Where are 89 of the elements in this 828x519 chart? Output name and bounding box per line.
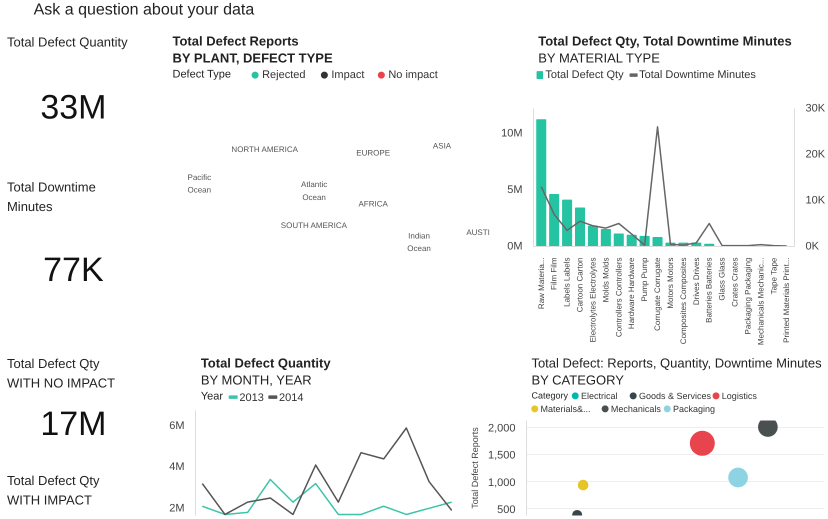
chart-subtitle: BY MONTH, YEAR bbox=[200, 372, 312, 388]
y-tick-label: 500 bbox=[497, 504, 516, 516]
y-tick-label: 2,000 bbox=[488, 422, 516, 435]
x-tick-label: Cartoon Carton bbox=[576, 257, 585, 312]
text: AFRICA bbox=[358, 200, 388, 209]
bar bbox=[574, 208, 586, 246]
legend-label: Goods & Services bbox=[638, 390, 712, 401]
legend-label: Packaging bbox=[672, 404, 716, 414]
text: Total Defect Qty WITH NO IMPACT bbox=[6, 356, 116, 390]
text: Pacific Ocean bbox=[188, 173, 212, 195]
legend-title: Year bbox=[200, 390, 224, 402]
text: BY PLANT, DEFECT TYPE bbox=[172, 50, 333, 66]
x-tick-label: Molds Molds bbox=[601, 257, 610, 302]
bar bbox=[562, 200, 572, 246]
legend-label: Impact bbox=[331, 69, 364, 82]
bar bbox=[588, 226, 598, 246]
x-tick-label: Pump Pump bbox=[640, 256, 650, 302]
chart-subtitle: BY CATEGORY bbox=[531, 372, 624, 388]
text: EUROPE bbox=[356, 148, 390, 158]
y-tick-label: 6M bbox=[169, 420, 184, 432]
legend-label: Rejected bbox=[262, 69, 306, 82]
legend-label: Electrical bbox=[580, 390, 618, 401]
text: Atlantic Ocean bbox=[300, 180, 328, 202]
bar bbox=[536, 119, 546, 246]
y-tick-label: 2M bbox=[169, 502, 184, 514]
legend-label: 2013 bbox=[239, 392, 264, 404]
bar bbox=[549, 194, 560, 246]
x-tick-label: Composites Composites bbox=[678, 257, 688, 344]
y-axis-title: Total Defect Reports bbox=[470, 426, 480, 509]
chart-title: Total Defect Quantity bbox=[200, 356, 332, 370]
y-tick-label: 1,000 bbox=[488, 476, 516, 489]
x-tick-label: Mechanicals Mechanic... bbox=[756, 258, 766, 346]
x-tick-label: Labels Labels bbox=[562, 257, 572, 307]
text: Total Downtime Minutes bbox=[6, 180, 96, 214]
bar bbox=[652, 236, 663, 246]
text: 17M bbox=[40, 404, 106, 443]
x-tick-label: Film Film bbox=[550, 257, 559, 290]
legend-label: Total Defect Qty bbox=[545, 69, 624, 82]
legend-title: Category bbox=[531, 390, 568, 400]
chart-subtitle: BY MATERIAL TYPE bbox=[538, 50, 660, 66]
text: Total Defect Qty WITH IMPACT bbox=[6, 472, 100, 508]
legend-label: Total Downtime Minutes bbox=[639, 69, 756, 82]
x-tick-label: Hardware Hardware bbox=[627, 256, 636, 330]
text: 33M bbox=[40, 88, 106, 126]
y2-tick-label: 30K bbox=[806, 102, 826, 114]
y2-tick-label: 10K bbox=[806, 194, 826, 206]
legend-label: 2014 bbox=[279, 392, 304, 404]
text: Total Defect Quantity bbox=[6, 34, 128, 50]
y-tick-label: 0M bbox=[507, 240, 522, 252]
x-tick-label: Batteries Batteries bbox=[704, 257, 714, 323]
x-tick-label: Packaging Packaging bbox=[743, 257, 752, 334]
y-tick-label: 10M bbox=[501, 127, 523, 140]
legend-label: No impact bbox=[388, 69, 438, 82]
x-tick-label: Printed Materials Print... bbox=[782, 257, 792, 343]
x-tick-label: Electrolytes Electrolytes bbox=[588, 257, 598, 342]
text: NORTH AMERICA bbox=[231, 144, 299, 154]
bar bbox=[614, 234, 624, 246]
x-tick-label: Corrugate Corrugate bbox=[653, 256, 662, 331]
line-series bbox=[202, 478, 452, 516]
bar bbox=[704, 244, 714, 246]
line-series bbox=[540, 126, 788, 246]
text: Total Defect Reports bbox=[172, 34, 299, 48]
x-tick-label: Controllers Controllers bbox=[614, 257, 624, 338]
x-tick-label: Drives Drives bbox=[692, 257, 701, 306]
text: ASIA bbox=[432, 141, 452, 150]
x-tick-label: Raw Materia... bbox=[536, 257, 546, 310]
x-tick-label: Crates Crates bbox=[730, 257, 740, 307]
y-tick-label: 5M bbox=[507, 184, 522, 196]
x-tick-label: Glass Glass bbox=[718, 257, 727, 301]
x-tick-label: Motors Motors bbox=[666, 257, 675, 309]
text: SOUTH AMERICA bbox=[280, 220, 348, 230]
y2-tick-label: 0K bbox=[806, 240, 820, 252]
line-series bbox=[202, 427, 452, 516]
chart-title: Total Defect Qty, Total Downtime Minutes bbox=[538, 34, 792, 48]
chart-title: Total Defect: Reports, Quantity, Downtime Minutes bbox=[531, 356, 822, 370]
bar bbox=[600, 229, 611, 246]
legend-label: Mechanicals bbox=[610, 404, 662, 414]
y-tick-label: 4M bbox=[169, 461, 184, 474]
text: Ask a question about your data bbox=[34, 1, 254, 18]
y-tick-label: 1,500 bbox=[488, 450, 516, 462]
legend-label: Logistics bbox=[722, 390, 758, 401]
legend-title: Defect Type bbox=[172, 68, 231, 80]
text: 77K bbox=[43, 251, 104, 290]
bar bbox=[626, 234, 637, 246]
legend-label: Materials&... bbox=[540, 404, 591, 414]
y2-tick-label: 20K bbox=[806, 148, 826, 160]
x-tick-label: Tape Tape bbox=[769, 257, 778, 294]
text: AUSTI bbox=[466, 228, 490, 237]
text: Indian Ocean bbox=[407, 231, 431, 253]
